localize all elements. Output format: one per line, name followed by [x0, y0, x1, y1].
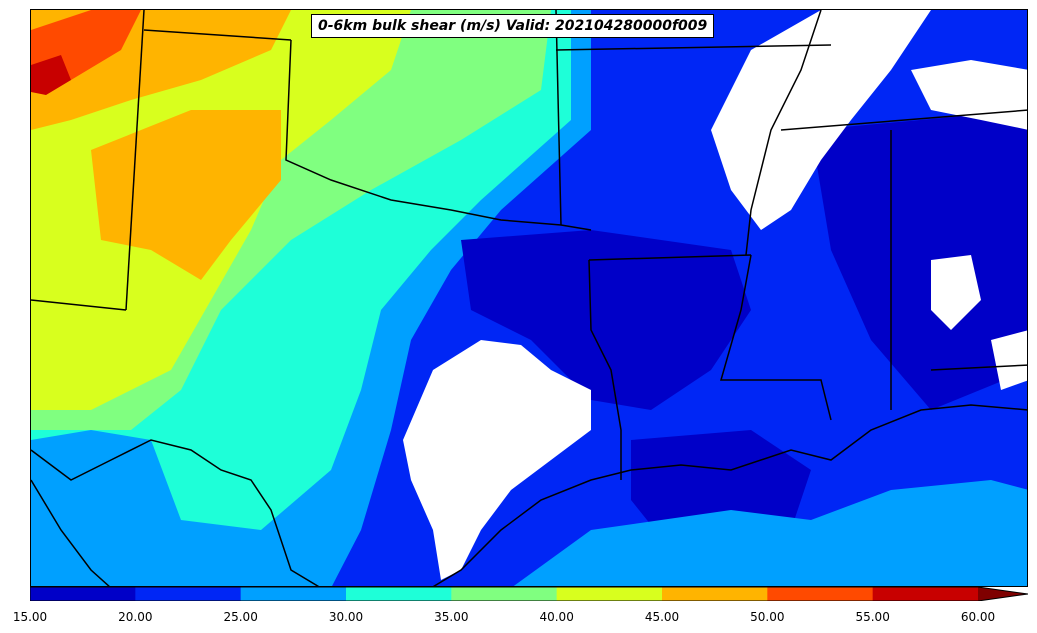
border-ok-tx — [285, 39, 592, 231]
missing-region-east — [931, 255, 981, 330]
colorbar-extend-triangle — [978, 587, 1028, 601]
missing-region-east-texas — [403, 340, 591, 580]
border-la-ark — [588, 254, 752, 261]
shear-field-map — [31, 10, 1027, 586]
border-nm-tx-west — [125, 10, 145, 311]
colorbar-segment — [556, 587, 663, 601]
border-al-fl — [930, 364, 1027, 371]
field-region-light-blue-gulf — [513, 480, 1027, 586]
colorbar-segment — [767, 587, 874, 601]
border-mexico — [31, 479, 110, 586]
border-la-tx — [588, 259, 622, 480]
border-ark-ok — [555, 10, 562, 226]
field-region-dark-red — [31, 55, 71, 95]
map-panel — [30, 9, 1028, 587]
colorbar-tick-label: 55.00 — [855, 610, 890, 624]
border-rio-grande — [31, 439, 320, 586]
colorbar — [30, 587, 1028, 601]
colorbar-tick-label: 35.00 — [434, 610, 469, 624]
border-ark-north — [555, 44, 832, 51]
colorbar-segment — [30, 587, 136, 601]
colorbar-segment — [135, 587, 242, 601]
missing-region-se-corner — [991, 330, 1027, 390]
colorbar-tick-label: 15.00 — [12, 610, 48, 624]
colorbar-tick-label: 45.00 — [644, 610, 680, 624]
colorbar-outline — [30, 587, 1028, 601]
colorbar-tick-label: 40.00 — [539, 610, 574, 624]
colorbar-tick-label: 50.00 — [750, 610, 785, 624]
colorbar-segment — [240, 587, 347, 601]
field-region-dark-blue-east — [811, 110, 1027, 410]
colorbar-tick-label: 20.00 — [118, 610, 153, 624]
colorbar-segment — [346, 587, 452, 601]
field-region-dark-blue-central — [461, 230, 751, 410]
border-ok-north — [143, 29, 292, 41]
border-river-east — [745, 10, 822, 256]
colorbar-segment — [872, 587, 979, 601]
colorbar-segment — [662, 587, 768, 601]
border-ms-north — [780, 109, 1027, 131]
missing-region-north — [711, 10, 931, 230]
state-borders — [31, 10, 1027, 586]
field-region-orange — [91, 110, 281, 280]
border-panhandle-north — [31, 299, 127, 311]
colorbar-tick-label: 60.00 — [960, 610, 996, 624]
map-title: 0-6km bulk shear (m/s) Valid: 2021042800… — [311, 14, 715, 38]
border-ms-la — [720, 254, 832, 421]
colorbar-segment — [451, 587, 558, 601]
colorbar-tick-label: 30.00 — [328, 610, 364, 624]
coastline-gulf — [432, 404, 1027, 586]
colorbar-tick-label: 25.00 — [223, 610, 258, 624]
